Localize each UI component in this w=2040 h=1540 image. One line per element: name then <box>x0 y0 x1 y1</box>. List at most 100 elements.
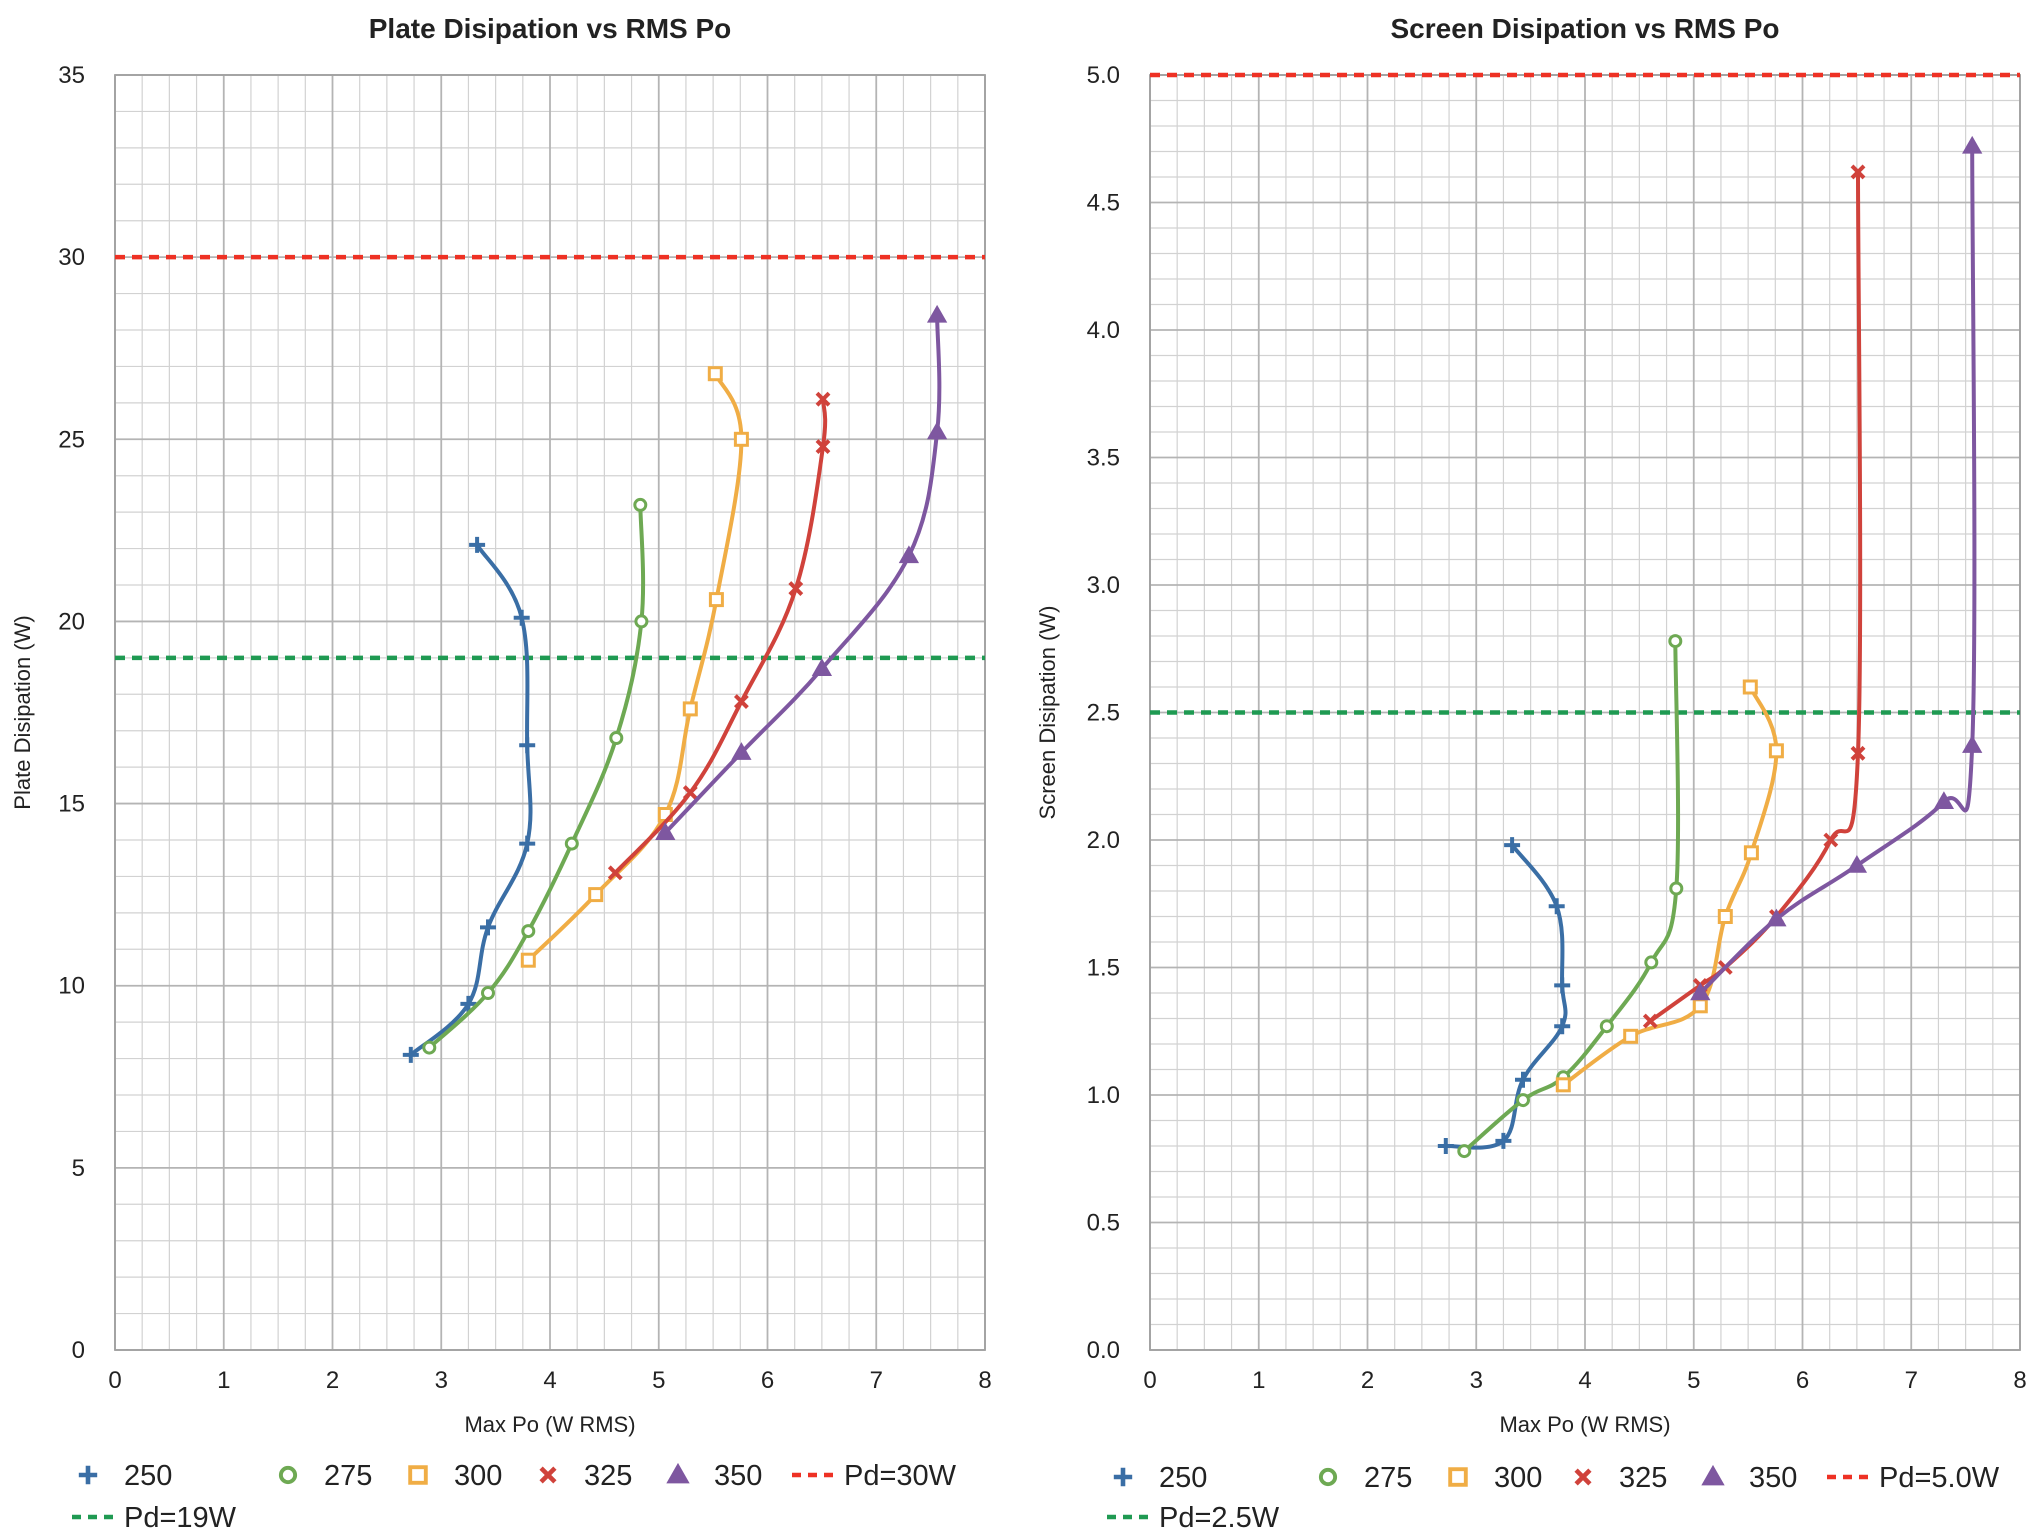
data-point-325 <box>733 694 749 710</box>
data-point-250 <box>513 609 530 626</box>
data-point-300 <box>1768 743 1784 759</box>
x-tick-label: 5 <box>652 1367 665 1394</box>
y-tick-label: 4.0 <box>1087 317 1120 344</box>
series-275 <box>1457 634 1684 1159</box>
y-tick-label: 15 <box>58 791 85 818</box>
data-point-300 <box>733 431 749 447</box>
data-point-275 <box>521 924 536 939</box>
grid <box>114 74 986 1351</box>
data-point-350 <box>655 822 676 840</box>
data-point-275 <box>422 1040 437 1055</box>
y-tick-labels: 0 5 10 15 20 25 30 35 <box>58 62 85 1364</box>
x-tick-label: 3 <box>1470 1367 1483 1394</box>
legend-swatch-325 <box>1574 1468 1592 1486</box>
legend-label-325: 325 <box>584 1460 632 1492</box>
y-tick-label: 0 <box>72 1337 85 1364</box>
y-tick-label: 25 <box>58 426 85 453</box>
legend-item-325: 325 <box>1574 1462 1667 1494</box>
legend-item-325: 325 <box>539 1460 632 1492</box>
series-350 <box>1690 135 1983 1001</box>
legend-item-350: 350 <box>666 1460 762 1492</box>
x-tick-label: 1 <box>1252 1367 1265 1394</box>
x-tick-label: 2 <box>326 1367 339 1394</box>
legend-swatch-275 <box>1318 1467 1338 1487</box>
data-point-275 <box>609 731 624 745</box>
data-point-350 <box>1962 735 1983 753</box>
y-tick-label: 0.5 <box>1087 1210 1120 1237</box>
data-point-250 <box>1495 1132 1512 1149</box>
data-point-300 <box>520 952 536 968</box>
data-point-250 <box>1554 1018 1571 1035</box>
legend-label-300: 300 <box>454 1460 502 1492</box>
plot-area-border <box>114 74 986 1351</box>
x-tick-label: 7 <box>1905 1367 1918 1394</box>
legend-item-pd-2-5w: Pd=2.5W <box>1107 1502 1280 1534</box>
y-tick-label: 2.5 <box>1087 700 1120 727</box>
data-point-250 <box>469 536 486 553</box>
x-axis-label: Max Po (W RMS) <box>1499 1412 1670 1437</box>
y-tick-label: 3.5 <box>1087 445 1120 472</box>
legend-label-250: 250 <box>124 1460 172 1492</box>
data-point-300 <box>1623 1028 1639 1044</box>
data-point-350 <box>811 658 833 677</box>
data-point-275 <box>1668 634 1683 649</box>
legend-swatch-350 <box>1701 1464 1725 1486</box>
legend-swatch-350 <box>666 1462 690 1484</box>
x-tick-label: 0 <box>108 1367 121 1394</box>
data-point-250 <box>1554 977 1571 994</box>
x-tick-label: 4 <box>543 1367 556 1394</box>
legend-label-250: 250 <box>1159 1462 1207 1494</box>
x-tick-label: 6 <box>761 1367 774 1394</box>
data-point-350 <box>1962 135 1983 154</box>
legend-item-300: 300 <box>408 1460 502 1492</box>
legend-item-250: 250 <box>78 1460 172 1492</box>
data-point-350 <box>731 742 752 760</box>
data-point-300 <box>708 592 724 608</box>
data-point-275 <box>633 497 648 512</box>
y-tick-label: 3.0 <box>1087 572 1120 599</box>
data-point-325 <box>1850 745 1866 761</box>
legend-item-pd-19w: Pd=19W <box>72 1502 237 1534</box>
data-point-275 <box>1599 1019 1614 1034</box>
legend-label-pd-19w: Pd=19W <box>124 1502 237 1534</box>
x-tick-label: 6 <box>1796 1367 1809 1394</box>
x-tick-labels: 0 1 2 3 4 5 6 7 8 <box>108 1367 991 1394</box>
y-tick-label: 20 <box>58 608 85 635</box>
legend-swatch-250 <box>78 1465 98 1485</box>
y-axis-label: Screen Disipation (W) <box>1035 606 1060 820</box>
legend-item-300: 300 <box>1448 1462 1542 1494</box>
data-point-300 <box>1555 1077 1571 1093</box>
x-tick-label: 0 <box>1143 1367 1156 1394</box>
data-point-325 <box>1850 164 1866 180</box>
data-point-350 <box>898 545 920 564</box>
chart-title: Screen Disipation vs RMS Po <box>1391 13 1780 44</box>
data-point-300 <box>682 701 698 717</box>
chart-title: Plate Disipation vs RMS Po <box>369 13 732 44</box>
data-point-250 <box>460 995 477 1012</box>
x-tick-label: 4 <box>1578 1367 1591 1394</box>
y-tick-label: 1.0 <box>1087 1082 1120 1109</box>
data-point-275 <box>481 986 495 1000</box>
legend-label-325: 325 <box>1619 1462 1667 1494</box>
legend-label-300: 300 <box>1494 1462 1542 1494</box>
data-point-300 <box>707 366 723 382</box>
series-250 <box>402 536 536 1063</box>
legend-item-pd-5-0w: Pd=5.0W <box>1827 1462 2000 1494</box>
data-point-350 <box>1933 791 1955 810</box>
x-tick-label: 8 <box>978 1367 991 1394</box>
data-point-250 <box>1548 898 1565 915</box>
data-point-350 <box>1766 908 1787 927</box>
x-tick-label: 2 <box>1361 1367 1374 1394</box>
data-point-300 <box>1742 679 1758 695</box>
x-tick-label: 5 <box>1687 1367 1700 1394</box>
legend-item-pd-30w: Pd=30W <box>792 1460 957 1492</box>
series-300 <box>1555 679 1784 1093</box>
data-point-325 <box>1642 1013 1658 1029</box>
y-tick-label: 2.0 <box>1087 827 1120 854</box>
data-point-250 <box>519 835 536 852</box>
data-point-300 <box>1692 998 1708 1014</box>
legend-label-350: 350 <box>714 1460 762 1492</box>
